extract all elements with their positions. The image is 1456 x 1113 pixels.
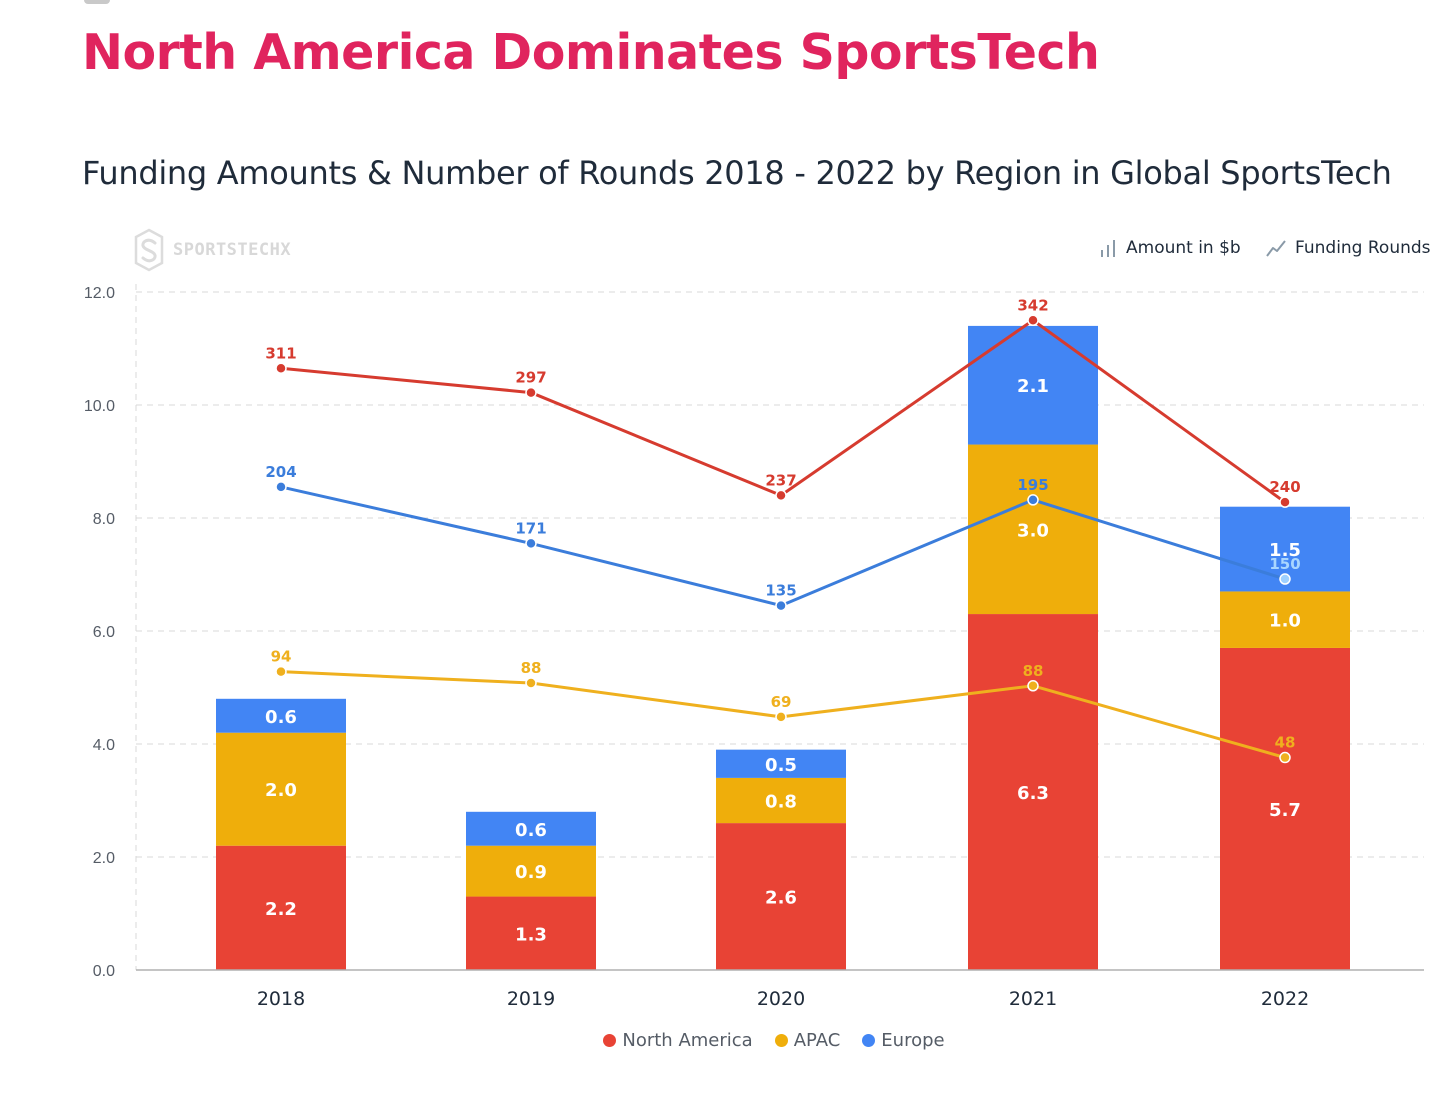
rounds-point <box>275 362 287 375</box>
y-tick-label: 6.0 <box>93 624 115 641</box>
y-tick-label: 12.0 <box>84 285 115 302</box>
bar-value-label: 2.2 <box>265 899 297 920</box>
rounds-label: 240 <box>1269 478 1300 496</box>
y-tick-label: 2.0 <box>93 850 115 867</box>
legend-marker <box>603 1034 617 1047</box>
amount-toggle-label: Amount in $b <box>1126 238 1241 258</box>
rounds-label: 342 <box>1017 296 1048 314</box>
rounds-label: 171 <box>515 519 546 537</box>
rounds-label: 94 <box>271 648 292 666</box>
x-tick-label: 2020 <box>757 988 805 1010</box>
rounds-label: 204 <box>265 463 296 481</box>
line-chart-icon <box>1266 240 1286 257</box>
bar-segment <box>466 896 596 970</box>
bar-value-label: 2.0 <box>265 780 297 801</box>
bar-segment <box>968 444 1098 615</box>
rounds-label: 69 <box>771 693 792 711</box>
rounds-label: 135 <box>765 582 796 600</box>
bar-segment <box>216 732 346 846</box>
bar-value-label: 3.0 <box>1017 520 1049 541</box>
bar-segment <box>216 698 346 733</box>
rounds-point <box>1279 573 1291 585</box>
bar-segment <box>466 811 596 846</box>
bar-segment <box>968 614 1098 970</box>
bar-value-label: 2.1 <box>1017 376 1049 397</box>
legend-marker <box>774 1034 788 1047</box>
rounds-point <box>525 386 537 399</box>
rounds-point <box>525 677 537 689</box>
bar-segment <box>1220 591 1350 648</box>
rounds-point <box>775 599 787 612</box>
y-tick-label: 4.0 <box>93 737 115 754</box>
rounds-point <box>275 665 287 678</box>
rounds-point <box>775 489 787 502</box>
legend-label: APAC <box>793 1030 841 1051</box>
bar-value-label: 2.6 <box>765 888 797 909</box>
rounds-label: 311 <box>265 344 296 362</box>
bar-segment <box>466 845 596 897</box>
bar-segment <box>1220 647 1350 970</box>
bar-value-label: 5.7 <box>1269 800 1301 821</box>
rounds-point <box>1027 680 1039 692</box>
bar-value-label: 0.6 <box>265 707 297 728</box>
bar-segment <box>716 749 846 778</box>
bar-segment <box>216 845 346 970</box>
brand-watermark: SPORTSTECHX <box>133 228 291 272</box>
rounds-point <box>1027 494 1039 506</box>
rounds-point <box>275 481 287 493</box>
x-tick-label: 2019 <box>507 988 555 1010</box>
bar-value-label: 0.5 <box>765 755 797 776</box>
sportstechx-logo-icon <box>134 228 164 272</box>
bar-value-label: 1.0 <box>1269 611 1301 632</box>
y-tick-label: 8.0 <box>93 511 115 528</box>
rounds-label: 150 <box>1269 555 1300 573</box>
legend-label: Europe <box>881 1030 945 1051</box>
bar-chart-icon <box>1101 240 1115 257</box>
rounds-label: 297 <box>515 369 546 387</box>
header-decoration <box>84 0 110 4</box>
legend-item-europe[interactable]: Europe <box>862 1030 945 1051</box>
page-title: North America Dominates SportsTech <box>82 24 1100 81</box>
bar-segment <box>968 325 1098 445</box>
x-tick-label: 2021 <box>1009 988 1057 1010</box>
legend-marker <box>862 1034 876 1047</box>
funding-rounds-toggle[interactable]: Funding Rounds <box>1265 238 1431 258</box>
rounds-point <box>1027 314 1039 326</box>
amount-toggle[interactable]: Amount in $b <box>1098 238 1241 258</box>
x-tick-label: 2022 <box>1261 988 1309 1010</box>
rounds-point <box>1279 751 1291 764</box>
legend-item-apac[interactable]: APAC <box>774 1030 841 1051</box>
y-tick-label: 0.0 <box>93 963 115 980</box>
rounds-point <box>525 537 537 550</box>
y-tick-label: 10.0 <box>84 398 115 415</box>
bar-value-label: 0.9 <box>515 862 547 883</box>
x-tick-label: 2018 <box>257 988 305 1010</box>
bar-value-label: 1.5 <box>1269 540 1301 561</box>
brand-name: SPORTSTECHX <box>173 240 292 260</box>
rounds-point <box>1279 496 1291 508</box>
bar-value-label: 1.3 <box>515 924 547 945</box>
rounds-label: 195 <box>1017 476 1048 494</box>
bar-segment <box>716 777 846 824</box>
rounds-label: 237 <box>765 471 796 489</box>
funding-rounds-toggle-label: Funding Rounds <box>1295 238 1431 258</box>
bar-value-label: 6.3 <box>1017 783 1049 804</box>
bar-value-label: 0.8 <box>765 792 797 813</box>
chart-subtitle: Funding Amounts & Number of Rounds 2018 … <box>82 154 1392 192</box>
bar-value-label: 0.6 <box>515 820 547 841</box>
legend-item-north-america[interactable]: North America <box>603 1030 753 1051</box>
rounds-label: 88 <box>521 659 542 677</box>
chart-legend: North America APAC Europe <box>0 1030 1456 1051</box>
rounds-label: 88 <box>1023 662 1044 680</box>
rounds-point <box>775 711 787 723</box>
rounds-label: 48 <box>1275 734 1296 752</box>
bar-segment <box>716 823 846 970</box>
legend-label: North America <box>622 1030 753 1051</box>
